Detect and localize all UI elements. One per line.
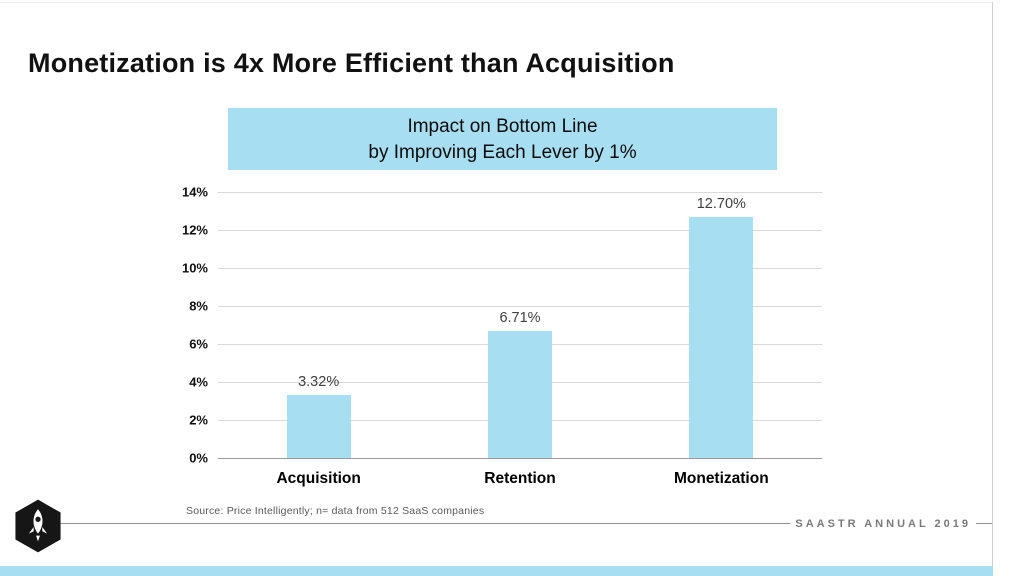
category-label-monetization: Monetization bbox=[673, 470, 769, 487]
y-axis-tick-label: 2% bbox=[189, 412, 208, 428]
gridline bbox=[218, 458, 822, 459]
y-axis-tick-label: 4% bbox=[189, 374, 208, 390]
slide-top-edge bbox=[0, 2, 993, 3]
source-note: Source: Price Intelligently; n= data fro… bbox=[186, 505, 485, 517]
bar-value-label: 3.32% bbox=[298, 373, 340, 390]
footer: SAASTR ANNUAL 2019 bbox=[58, 517, 992, 530]
chart-title-line2: by Improving Each Lever by 1% bbox=[368, 142, 637, 163]
gridline bbox=[218, 268, 822, 269]
plot-area: 0% 2% 4% 6% 8% 10% 12% 14% 3.32% Acquisition 6.71%… bbox=[182, 185, 822, 487]
bottom-accent-strip bbox=[0, 566, 993, 576]
bar-retention bbox=[488, 330, 552, 458]
gridline bbox=[218, 192, 822, 193]
y-axis-tick-label: 12% bbox=[181, 222, 208, 238]
bar-value-label: 12.70% bbox=[696, 195, 746, 212]
bar-acquisition bbox=[286, 394, 351, 458]
y-axis-tick-label: 8% bbox=[189, 298, 208, 314]
y-axis-tick-label: 0% bbox=[189, 450, 208, 466]
bar-monetization bbox=[689, 216, 754, 458]
gridline bbox=[218, 306, 822, 307]
slide-title: Monetization is 4x More Efficient than A… bbox=[28, 48, 675, 78]
y-axis-tick-label: 10% bbox=[181, 260, 208, 276]
slide-right-edge bbox=[992, 2, 993, 567]
footer-divider-line-end bbox=[976, 523, 992, 524]
rocket-hexagon-icon bbox=[15, 499, 61, 553]
y-axis-tick-label: 14% bbox=[181, 184, 208, 200]
bar-value-label: 6.71% bbox=[499, 309, 541, 326]
chart-title-line1: Impact on Bottom Line bbox=[407, 116, 598, 137]
saastr-logo bbox=[14, 499, 62, 553]
gridline bbox=[218, 230, 822, 231]
chart-title-box: Impact on Bottom Line by Improving Each … bbox=[228, 108, 777, 170]
footer-brand: SAASTR ANNUAL 2019 bbox=[795, 517, 971, 530]
footer-divider-line bbox=[58, 523, 791, 524]
category-label-retention: Retention bbox=[484, 470, 556, 487]
category-label-acquisition: Acquisition bbox=[276, 470, 361, 487]
y-axis-tick-label: 6% bbox=[189, 336, 208, 352]
